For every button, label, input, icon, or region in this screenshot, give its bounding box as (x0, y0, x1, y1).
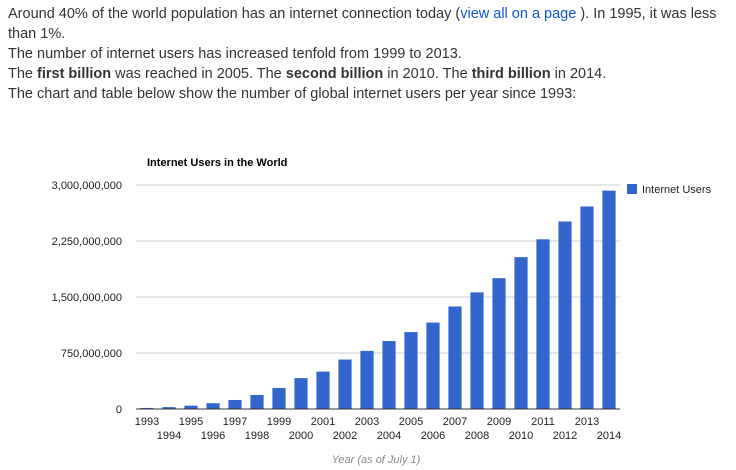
legend-label: Internet Users (642, 184, 712, 196)
legend: Internet Users (627, 184, 712, 196)
x-tick-label: 2009 (487, 416, 511, 428)
y-tick-label: 1,500,000,000 (52, 292, 122, 304)
bar-2003 (360, 350, 374, 409)
intro-line-4: The chart and table below show the numbe… (8, 86, 577, 102)
x-tick-label: 2012 (553, 430, 577, 442)
x-tick-label: 1998 (245, 430, 269, 442)
y-tick-label: 0 (116, 404, 122, 416)
x-tick-label: 2001 (311, 416, 335, 428)
legend-swatch (627, 184, 637, 194)
bar-1998 (250, 394, 264, 409)
bar-2002 (338, 359, 352, 409)
y-tick-label: 750,000,000 (61, 348, 122, 360)
x-tick-label: 2004 (377, 430, 401, 442)
bar-2006 (426, 322, 440, 409)
bar-2001 (316, 371, 330, 409)
x-tick-label: 2005 (399, 416, 423, 428)
x-tick-label: 2011 (531, 416, 555, 428)
bars (140, 190, 616, 409)
chart-title: Internet Users in the World (147, 157, 287, 169)
bar-1994 (162, 407, 176, 409)
x-axis-ticks: 1993 1994 1995 1996 1997 1998 1999 2000 2001 2002… (135, 416, 621, 442)
first-billion: first billion (37, 66, 112, 82)
bar-2008 (470, 292, 484, 409)
intro-text: Around 40% of the world population has a… (8, 4, 733, 104)
view-all-link[interactable]: view all on a page (460, 6, 577, 22)
bar-2009 (492, 278, 506, 409)
x-tick-label: 2013 (575, 416, 599, 428)
bar-2013 (580, 206, 594, 409)
bar-2012 (558, 221, 572, 409)
y-axis-ticks: 0 750,000,000 1,500,000,000 2,250,000,000 3,… (52, 180, 122, 416)
intro-line-2: The number of internet users has increas… (8, 46, 462, 62)
x-tick-label: 2003 (355, 416, 379, 428)
x-tick-label: 1994 (157, 430, 181, 442)
x-tick-label: 2008 (465, 430, 489, 442)
y-tick-label: 3,000,000,000 (52, 180, 122, 192)
x-tick-label: 1996 (201, 430, 225, 442)
x-tick-label: 2007 (443, 416, 467, 428)
bar-1996 (206, 403, 220, 409)
x-tick-label: 2006 (421, 430, 445, 442)
bar-2004 (382, 341, 396, 409)
x-tick-label: 1995 (179, 416, 203, 428)
x-tick-label: 1993 (135, 416, 159, 428)
intro-line-3: The first billion was reached in 2005. T… (8, 66, 607, 82)
x-tick-label: 2014 (597, 430, 621, 442)
bar-1993 (140, 407, 154, 409)
second-billion: second billion (285, 66, 384, 82)
bar-1999 (272, 388, 286, 409)
bar-2007 (448, 306, 462, 409)
intro-line-1: Around 40% of the world population has a… (8, 6, 717, 42)
bar-2011 (536, 239, 550, 409)
bar-2014 (602, 190, 616, 409)
x-tick-label: 2000 (289, 430, 313, 442)
x-tick-label: 2002 (333, 430, 357, 442)
x-tick-label: 2010 (509, 430, 533, 442)
x-tick-label: 1999 (267, 416, 291, 428)
bar-2000 (294, 378, 308, 409)
bar-1997 (228, 399, 242, 409)
x-axis-label: Year (as of July 1) (332, 454, 421, 466)
third-billion: third billion (471, 66, 551, 82)
y-tick-label: 2,250,000,000 (52, 236, 122, 248)
bar-2010 (514, 257, 528, 409)
x-tick-label: 1997 (223, 416, 247, 428)
bar-1995 (184, 405, 198, 409)
bar-2005 (404, 332, 418, 409)
